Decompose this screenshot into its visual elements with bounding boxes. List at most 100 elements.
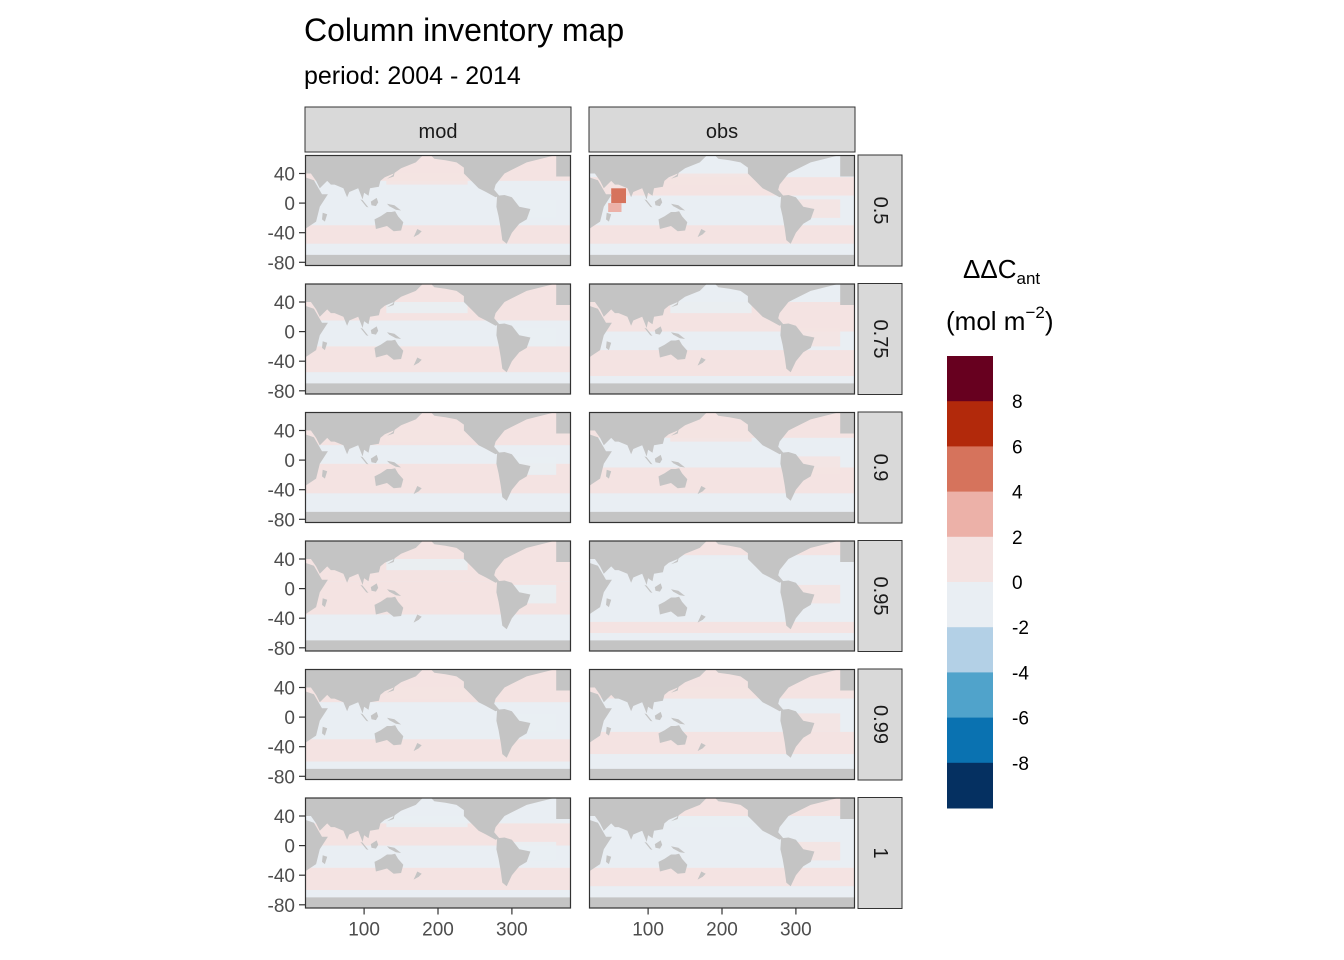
panel-frame xyxy=(304,668,572,781)
x-tick-label: 300 xyxy=(780,920,812,941)
facet-column-label: obs xyxy=(706,121,738,143)
ocean-patch xyxy=(386,687,468,699)
land-madagascar xyxy=(322,469,328,479)
land-australia xyxy=(374,211,404,232)
land-europe2 xyxy=(556,669,571,691)
ocean-band xyxy=(589,886,855,898)
land-africa xyxy=(589,691,612,743)
land-sumatra xyxy=(360,713,369,722)
facet-strip-row-0.5: 0.5 xyxy=(857,154,903,267)
ocean-patch xyxy=(670,816,752,828)
facet-strip-bg xyxy=(857,797,903,909)
ocean-band xyxy=(305,225,571,244)
facet-strip-bg xyxy=(857,283,903,395)
ocean-patch xyxy=(386,430,468,442)
land-sumatra xyxy=(360,199,369,208)
land-eurasia xyxy=(305,797,424,842)
legend-bin xyxy=(947,491,993,538)
land-africa xyxy=(589,819,612,872)
y-tick-label: -80 xyxy=(268,896,295,917)
ocean-band xyxy=(589,731,855,755)
land-namerica xyxy=(714,797,841,840)
land-madagascar xyxy=(322,855,328,865)
land-europe2 xyxy=(556,283,571,305)
y-tick-label: 0 xyxy=(284,323,295,344)
y-tick-label: 40 xyxy=(274,293,295,314)
land-japan xyxy=(387,556,396,565)
land-africa xyxy=(305,177,328,229)
land-borneo xyxy=(370,454,379,464)
panel-frame xyxy=(588,411,856,524)
facet-grid: mod obs 40 0 -40 -80 40 0 -40 -80 40 0 -40 -80 40 0 -40 -… xyxy=(268,106,903,941)
land-madagascar xyxy=(606,469,612,479)
land-japan xyxy=(671,427,680,436)
hotspot-cell xyxy=(611,188,626,204)
legend-break-label: -8 xyxy=(1012,754,1029,775)
land-newguinea xyxy=(671,846,686,853)
land-namerica xyxy=(430,669,557,712)
land-sumatra xyxy=(360,841,369,850)
land-namerica xyxy=(430,155,557,198)
land-japan xyxy=(387,299,396,308)
y-tick-label: -40 xyxy=(268,738,295,759)
panel-frame xyxy=(304,154,572,267)
legend-bin xyxy=(947,762,993,809)
facet-row-label: 0.5 xyxy=(869,197,891,225)
land-newguinea xyxy=(671,460,686,468)
land-mask xyxy=(589,283,855,395)
ocean-patch xyxy=(670,302,752,314)
hotspot-cell xyxy=(608,203,622,212)
land-samerica xyxy=(496,837,531,887)
land-newguinea xyxy=(387,589,402,596)
y-tick-label: -40 xyxy=(268,224,295,245)
x-tick-label: 100 xyxy=(348,920,380,941)
land-mask xyxy=(305,797,571,909)
land-japan xyxy=(387,813,396,822)
ocean-band xyxy=(589,621,855,633)
legend-bin xyxy=(947,446,993,493)
land-borneo xyxy=(370,711,379,721)
land-europe2 xyxy=(840,283,855,305)
land-madagascar xyxy=(322,598,328,608)
legend-break-label: 6 xyxy=(1012,437,1023,458)
y-tick-label: -40 xyxy=(268,352,295,373)
ocean-band xyxy=(305,243,571,255)
ocean-patch xyxy=(670,173,752,185)
map-panel-mod-1: 40 0 -40 -80 100 200 300 xyxy=(268,797,572,941)
y-tick-label: 0 xyxy=(284,451,295,472)
chart-title: Column inventory map xyxy=(304,12,624,48)
facet-row-label: 0.75 xyxy=(869,320,891,359)
land-eurasia xyxy=(589,797,708,842)
land-europe2 xyxy=(556,540,571,562)
facet-row-label: 0.95 xyxy=(869,577,891,616)
y-tick-label: 40 xyxy=(274,807,295,828)
legend-unit-sup: −2 xyxy=(1025,303,1044,322)
legend-bin xyxy=(947,356,993,402)
land-japan xyxy=(671,170,680,179)
facet-strip-bg xyxy=(588,106,856,153)
land-sumatra xyxy=(360,584,369,593)
land-australia xyxy=(658,853,688,874)
land-samerica xyxy=(780,709,815,758)
y-tick-label: -80 xyxy=(268,510,295,531)
legend-bin xyxy=(947,536,993,583)
land-eurasia xyxy=(305,283,424,328)
y-tick-label: 0 xyxy=(284,708,295,729)
legend-break-label: -4 xyxy=(1012,663,1029,684)
land-borneo xyxy=(654,840,663,849)
legend-break-label: 0 xyxy=(1012,573,1023,594)
land-mask xyxy=(589,669,855,780)
land-antarctica xyxy=(589,511,855,523)
y-tick-label: 0 xyxy=(284,837,295,858)
y-tick-label: 40 xyxy=(274,550,295,571)
land-sumatra xyxy=(644,841,653,850)
ocean-band xyxy=(305,372,571,384)
legend-unit-close: ) xyxy=(1045,306,1054,336)
land-sumatra xyxy=(644,584,653,593)
land-antarctica xyxy=(305,383,571,395)
panel-frame xyxy=(588,797,856,909)
land-sumatra xyxy=(644,456,653,465)
map-panel-mod-0.99: 40 0 -40 -80 xyxy=(268,668,572,788)
land-japan xyxy=(671,299,680,308)
ocean-patch xyxy=(386,559,468,571)
